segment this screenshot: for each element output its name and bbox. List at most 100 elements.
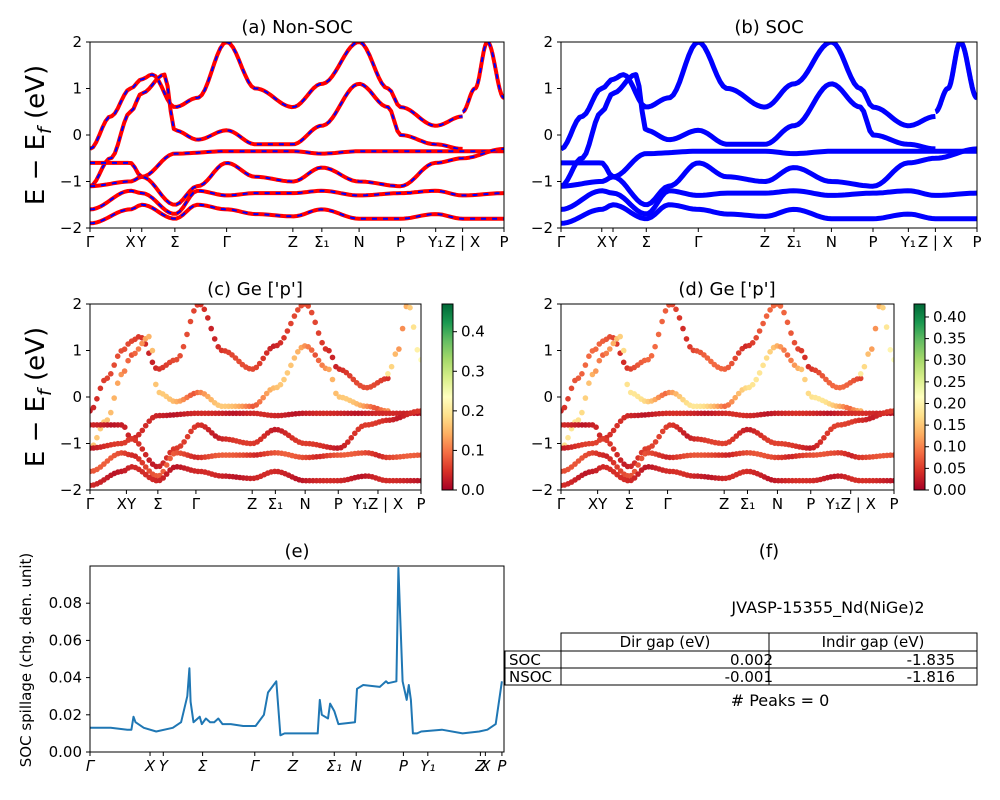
band-line-dashed	[90, 73, 463, 188]
projection-point	[232, 355, 239, 361]
projection-point	[181, 439, 187, 445]
colorbar-tick-label: 0.1	[461, 441, 485, 459]
material-id: JVASP-15355_Nd(NiGe)2	[730, 598, 924, 618]
projection-point	[652, 439, 659, 445]
projection-point	[177, 353, 183, 359]
projection-point	[177, 443, 184, 449]
projection-point	[798, 366, 805, 373]
y-tick-label: −2	[531, 481, 553, 499]
x-tick-label: N	[300, 495, 311, 513]
projection-point	[683, 336, 690, 342]
panel-c-ylabel: E − Ef (eV)	[21, 327, 56, 467]
x-tick-label: X	[479, 757, 491, 775]
projection-point	[729, 399, 735, 405]
x-tick-label: Z | X	[918, 233, 953, 251]
projection-point	[649, 443, 655, 449]
projection-point	[153, 381, 159, 388]
projection-point	[565, 396, 571, 402]
projection-point	[281, 376, 287, 383]
projection-point	[399, 325, 406, 332]
projection-point	[857, 375, 864, 382]
projection-point	[418, 477, 421, 484]
projection-point	[173, 356, 180, 363]
y-tick-label: 2	[72, 33, 82, 51]
band-line	[561, 42, 936, 152]
y-tick-label: −1	[60, 173, 82, 191]
colorbar-tick-label: 0.0	[461, 481, 485, 499]
x-tick-label: Σ	[625, 495, 634, 513]
projection-point	[821, 435, 827, 441]
projection-point	[94, 396, 100, 402]
x-tick-label: N	[772, 495, 783, 513]
panel-c-title: (c) Ge ['p']	[207, 279, 303, 300]
projection-point	[891, 357, 894, 363]
panel-f-title: (f)	[759, 541, 779, 562]
projection-point	[260, 394, 267, 401]
projection-point	[215, 344, 221, 350]
colorbar-tick-label: 0.35	[933, 330, 966, 348]
x-tick-label: XY	[117, 495, 137, 513]
projection-point	[784, 352, 791, 358]
projection-point	[593, 424, 599, 431]
projection-point	[253, 364, 260, 371]
x-tick-label: Σ₁	[327, 757, 343, 775]
projection-point	[655, 331, 662, 338]
projection-point	[607, 456, 613, 462]
projection-point	[704, 355, 711, 361]
table-row-soc-dir: 0.002	[730, 651, 773, 669]
x-tick-label: Y₁Z | X	[825, 495, 876, 513]
x-tick-label: P	[499, 233, 508, 251]
x-tick-label: N	[353, 233, 364, 251]
projection-point	[136, 441, 142, 447]
projection-point	[669, 304, 676, 308]
projection-point	[589, 371, 596, 378]
projection-point	[586, 353, 592, 360]
x-tick-label: Γ	[557, 495, 566, 513]
band-line	[561, 202, 977, 226]
y-tick-label: 2	[72, 295, 82, 313]
projection-point	[781, 347, 787, 353]
y-tick-label: 0.04	[49, 669, 82, 687]
x-tick-label: Y	[607, 233, 618, 251]
band-line	[561, 148, 977, 180]
projection-point	[146, 418, 152, 425]
x-tick-label: Z	[288, 233, 298, 251]
projection-point	[121, 368, 128, 374]
colorbar-tick-label: 0.00	[933, 481, 966, 499]
table-header-dir-gap: Dir gap (eV)	[620, 633, 711, 651]
projection-point	[385, 371, 391, 377]
x-tick-label: Y₁	[420, 757, 435, 775]
colorbar-tick-label: 0.4	[461, 323, 485, 341]
projection-point	[777, 304, 784, 309]
projection-point	[579, 371, 585, 377]
y-tick-label: −2	[531, 219, 553, 237]
x-tick-label: X	[144, 757, 156, 775]
projection-point	[610, 427, 617, 434]
colorbar-tick-label: 0.05	[933, 459, 966, 477]
x-tick-label: Γ	[251, 757, 261, 775]
projection-point	[385, 375, 391, 382]
projection-point	[659, 428, 666, 435]
projection-point	[104, 375, 111, 382]
projection-point	[593, 346, 599, 353]
projection-point	[125, 432, 132, 439]
projection-point	[396, 346, 402, 352]
projection-point	[620, 347, 627, 354]
projection-point	[277, 381, 284, 388]
table-row-nsoc-indir: -1.816	[907, 668, 955, 686]
projection-point	[418, 452, 421, 458]
projection-point	[418, 408, 421, 414]
projection-point	[122, 424, 128, 431]
projection-point	[142, 422, 149, 429]
projection-point	[208, 325, 214, 332]
band-line-dashed	[462, 42, 504, 113]
y-tick-label: 1	[72, 80, 82, 98]
projection-point	[763, 355, 770, 361]
x-tick-label: P	[334, 495, 343, 513]
y-tick-label: 1	[72, 342, 82, 360]
x-tick-label: Σ₁	[268, 495, 284, 513]
projection-point	[163, 462, 170, 468]
projection-point	[802, 376, 808, 383]
